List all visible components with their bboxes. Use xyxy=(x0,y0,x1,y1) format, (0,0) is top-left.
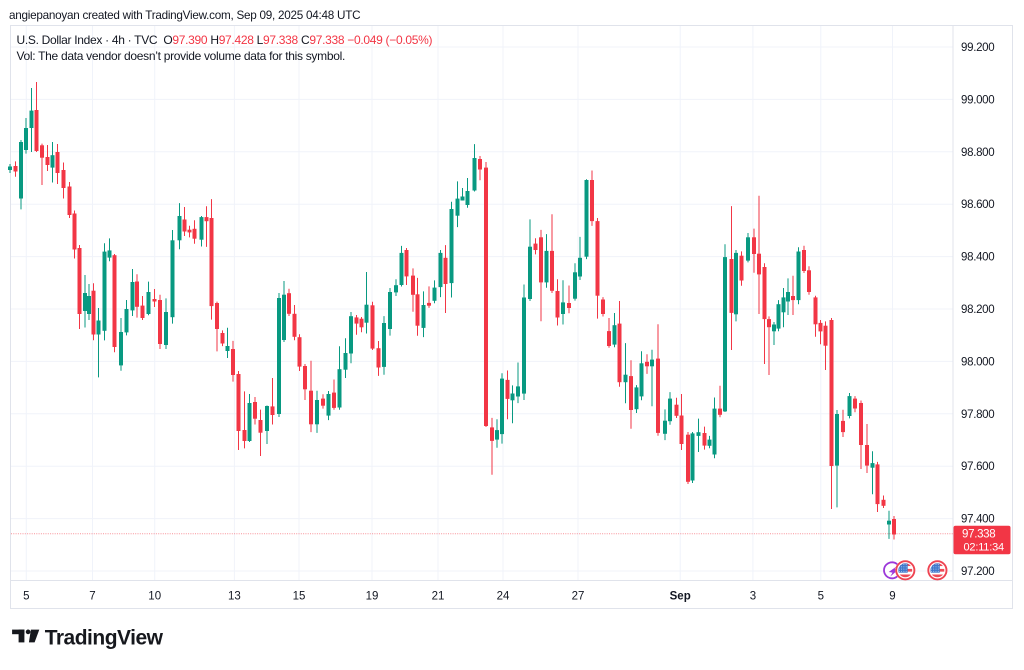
svg-text:97.600: 97.600 xyxy=(961,461,994,473)
svg-text:21: 21 xyxy=(432,591,445,603)
svg-text:5: 5 xyxy=(23,591,29,603)
svg-text:angiepanoyan created with Trad: angiepanoyan created with TradingView.co… xyxy=(9,9,360,22)
svg-text:24: 24 xyxy=(497,591,510,603)
svg-text:98.200: 98.200 xyxy=(961,304,994,316)
svg-text:98.400: 98.400 xyxy=(961,252,994,264)
svg-text:99.000: 99.000 xyxy=(961,94,994,106)
svg-text:3: 3 xyxy=(750,591,756,603)
svg-text:99.200: 99.200 xyxy=(961,42,994,54)
svg-text:9: 9 xyxy=(889,591,895,603)
svg-text:97.800: 97.800 xyxy=(961,409,994,421)
svg-text:98.000: 98.000 xyxy=(961,356,994,368)
svg-text:7: 7 xyxy=(89,591,95,603)
svg-text:Vol: The data vendor doesn’t p: Vol: The data vendor doesn’t provide vol… xyxy=(17,49,345,63)
svg-text:97.400: 97.400 xyxy=(961,514,994,526)
svg-text:97.200: 97.200 xyxy=(961,566,994,578)
svg-text:27: 27 xyxy=(572,591,585,603)
svg-text:Sep: Sep xyxy=(670,591,691,603)
svg-text:U.S. Dollar Index · 4h · TVC: U.S. Dollar Index · 4h · TVC O97.390 H97… xyxy=(17,33,433,47)
svg-text:13: 13 xyxy=(228,591,241,603)
svg-text:10: 10 xyxy=(148,591,161,603)
svg-text:TradingView: TradingView xyxy=(45,627,164,650)
svg-text:5: 5 xyxy=(818,591,824,603)
svg-text:98.600: 98.600 xyxy=(961,199,994,211)
svg-text:15: 15 xyxy=(293,591,306,603)
svg-text:98.800: 98.800 xyxy=(961,147,994,159)
svg-text:19: 19 xyxy=(366,591,379,603)
svg-text:02:11:34: 02:11:34 xyxy=(964,542,1004,554)
svg-text:97.338: 97.338 xyxy=(962,528,995,540)
